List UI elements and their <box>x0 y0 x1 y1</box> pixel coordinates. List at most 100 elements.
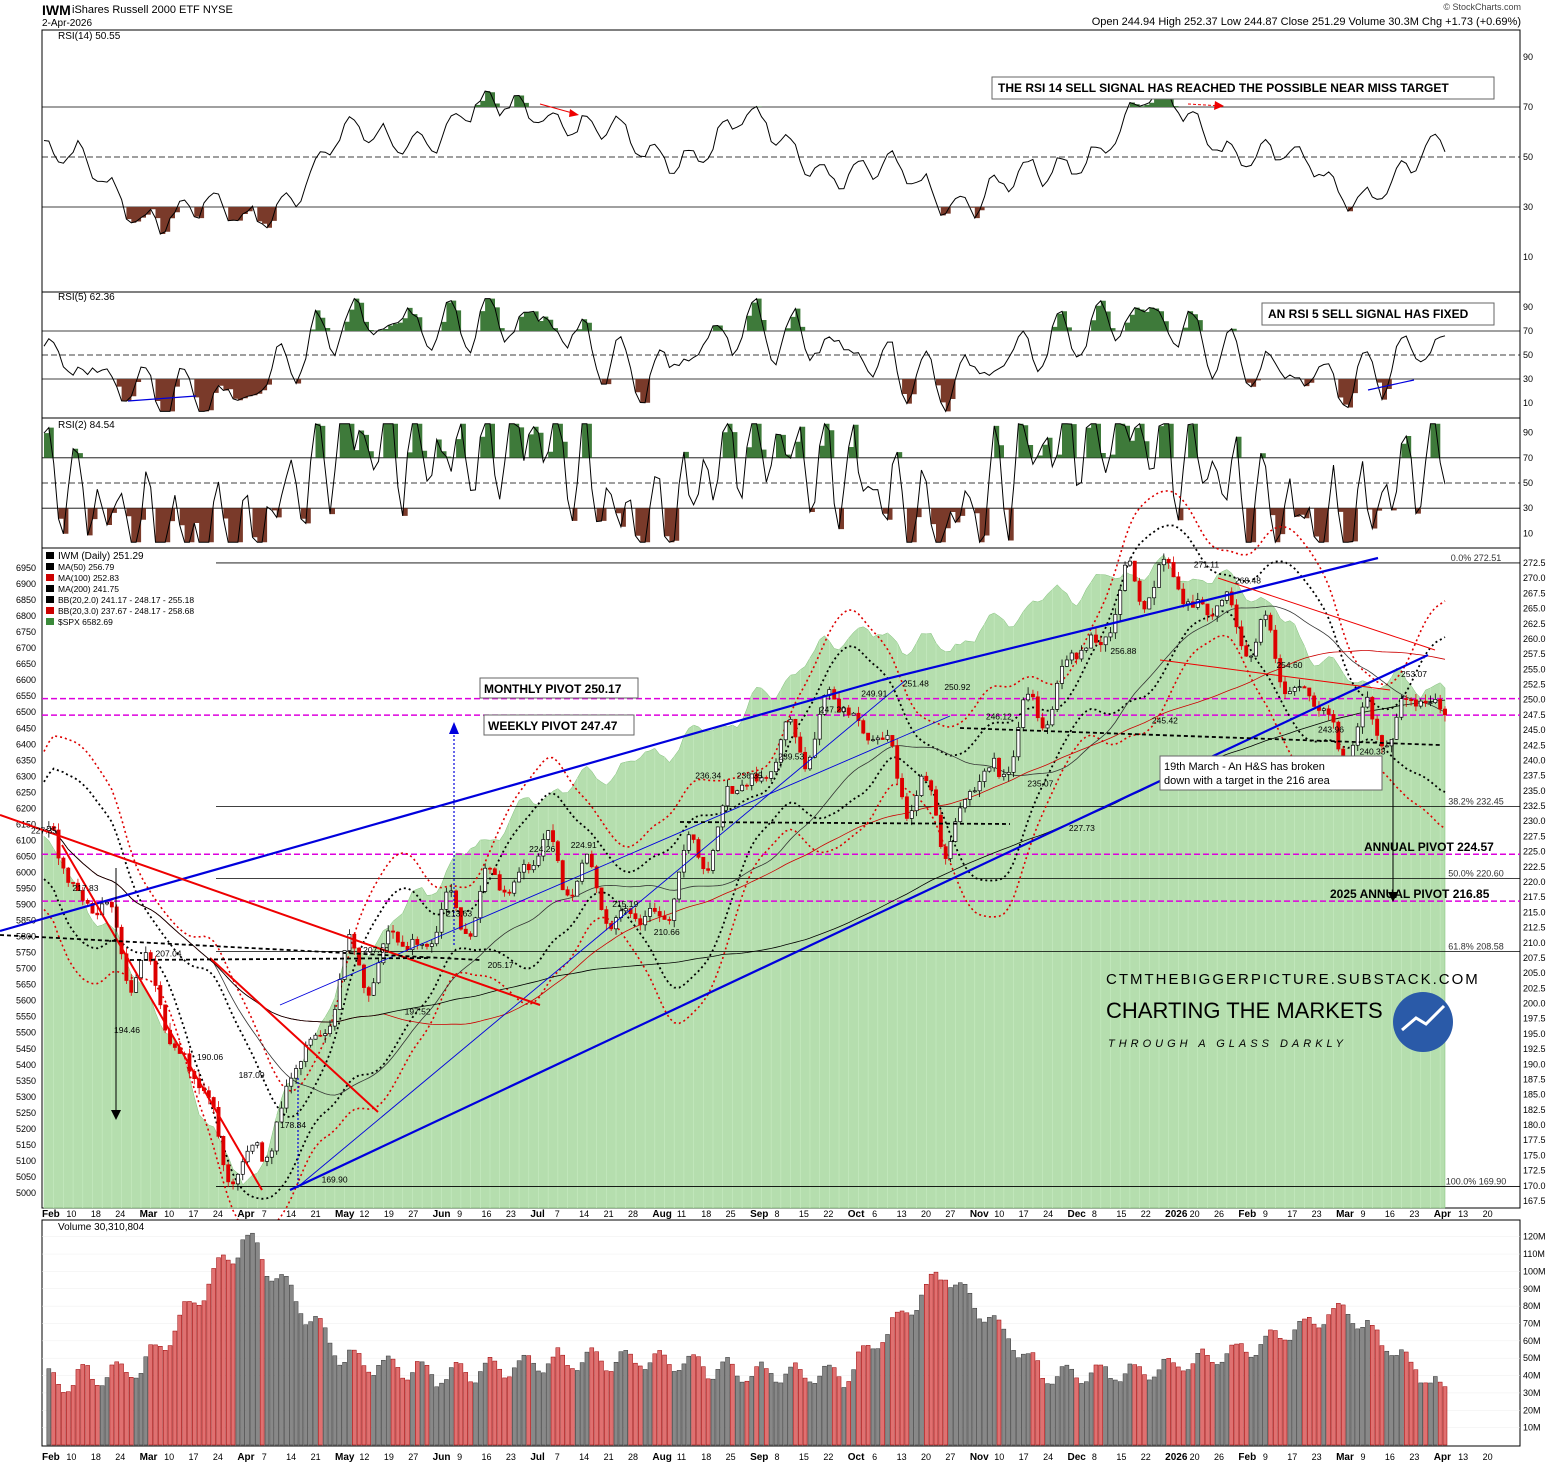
volume-bar <box>957 1282 963 1446</box>
price-label: 249.91 <box>861 688 887 698</box>
candle-body <box>929 780 934 791</box>
candle-body <box>769 771 774 779</box>
volume-bar <box>783 1373 788 1446</box>
volume-bar <box>511 1367 517 1446</box>
volume-bar <box>764 1368 769 1446</box>
candle-body <box>914 795 919 812</box>
candle-body <box>1050 709 1055 726</box>
candle-body <box>1147 597 1152 610</box>
x-tick: Mar <box>140 1209 158 1220</box>
price-label: 245.42 <box>1152 716 1178 726</box>
x-tick: 9 <box>457 1452 462 1462</box>
volume-bar <box>1311 1323 1317 1446</box>
volume-bar <box>65 1391 71 1446</box>
x-tick: 9 <box>1361 1209 1366 1219</box>
spx-tick: 6800 <box>16 611 36 621</box>
x-tick: 28 <box>628 1452 638 1462</box>
volume-bar <box>376 1365 381 1446</box>
volume-tick: 50M <box>1523 1353 1541 1363</box>
volume-bar <box>167 1345 173 1446</box>
candle-body <box>1108 632 1113 638</box>
volume-bar <box>933 1271 939 1446</box>
candle-body <box>1239 626 1244 647</box>
candle-body <box>1384 745 1389 748</box>
volume-bar <box>51 1372 56 1446</box>
spx-tick: 6100 <box>16 835 36 845</box>
candle-body <box>1331 714 1336 723</box>
rsi2-overbought-fill <box>44 423 1441 458</box>
x-tick: 17 <box>1287 1209 1297 1219</box>
x-tick: 15 <box>799 1452 809 1462</box>
spx-tick: 5650 <box>16 980 36 990</box>
candle-body <box>1234 604 1239 628</box>
candle-body <box>400 941 405 947</box>
spx-tick: 5000 <box>16 1188 36 1198</box>
candle-body <box>1181 588 1186 605</box>
x-tick: 8 <box>1092 1452 1097 1462</box>
x-axis-main: Feb 10 18 24 Mar 10 17 24 Apr 7 14 21 May 12 19 27 Jun 9 1… <box>42 1209 1493 1220</box>
candle-body <box>415 938 420 945</box>
candle-body <box>1292 687 1297 692</box>
volume-bar <box>977 1318 982 1446</box>
candle-body <box>633 913 638 920</box>
volume-bar <box>560 1354 565 1446</box>
volume-bar <box>550 1356 556 1446</box>
volume-bar <box>861 1345 866 1446</box>
candle-body <box>1297 686 1302 688</box>
candle-body <box>696 839 701 858</box>
volume-bar <box>1389 1355 1394 1446</box>
spx-tick: 5750 <box>16 948 36 958</box>
x-tick: 10 <box>994 1452 1004 1462</box>
candle-body <box>1205 603 1210 616</box>
candle-body <box>614 917 618 930</box>
volume-bar <box>739 1381 745 1446</box>
legend-swatch <box>46 607 54 614</box>
trendline-blue-upper-2 <box>881 556 1379 682</box>
volume-bar <box>415 1361 420 1446</box>
volume-tick: 60M <box>1523 1336 1541 1346</box>
volume-bar <box>545 1363 551 1446</box>
candle-body <box>235 1173 240 1185</box>
volume-bar <box>768 1373 774 1446</box>
candle-body <box>900 777 905 798</box>
spx-tick: 5200 <box>16 1124 36 1134</box>
x-tick: Feb <box>1238 1209 1256 1220</box>
candle-body <box>1152 587 1157 599</box>
price-tick: 257.5 <box>1523 649 1546 659</box>
volume-bar <box>570 1368 575 1446</box>
candle-body <box>992 757 997 769</box>
price-label: 217.83 <box>73 883 99 893</box>
rsi5-oversold-fill <box>116 379 1392 412</box>
candle-body <box>1089 634 1094 649</box>
volume-bar <box>482 1362 488 1446</box>
volume-bar <box>1307 1317 1312 1446</box>
volume-bar <box>1268 1329 1273 1446</box>
candle-body <box>313 1034 318 1040</box>
volume-bar <box>1214 1364 1220 1446</box>
x-tick: 18 <box>91 1452 101 1462</box>
candle-body <box>328 1025 332 1035</box>
candle-body <box>1069 652 1074 661</box>
volume-bar <box>192 1302 197 1446</box>
x-tick: 8 <box>775 1452 780 1462</box>
candle-body <box>711 850 715 871</box>
price-label: 207.04 <box>156 949 182 959</box>
x-tick: 10 <box>164 1452 174 1462</box>
branding: CTMTHEBIGGERPICTURE.SUBSTACK.COM CHARTIN… <box>1106 971 1478 1052</box>
volume-bar <box>235 1257 241 1446</box>
volume-bar <box>1355 1328 1360 1446</box>
candle-body <box>458 907 463 930</box>
candle-body <box>1302 686 1307 689</box>
security-name: iShares Russell 2000 ETF NYSE <box>72 4 233 16</box>
candle-body <box>967 791 972 800</box>
volume-bar <box>1321 1324 1327 1446</box>
volume-bar <box>807 1381 813 1446</box>
x-tick: 7 <box>262 1452 267 1462</box>
volume-bar <box>584 1351 590 1446</box>
x-tick: 20 <box>1483 1452 1493 1462</box>
price-tick: 207.5 <box>1523 953 1546 963</box>
price-label: 271.11 <box>1194 559 1220 569</box>
volume-bar <box>313 1316 318 1446</box>
candle-body <box>163 1004 168 1031</box>
candle-body <box>977 781 982 792</box>
